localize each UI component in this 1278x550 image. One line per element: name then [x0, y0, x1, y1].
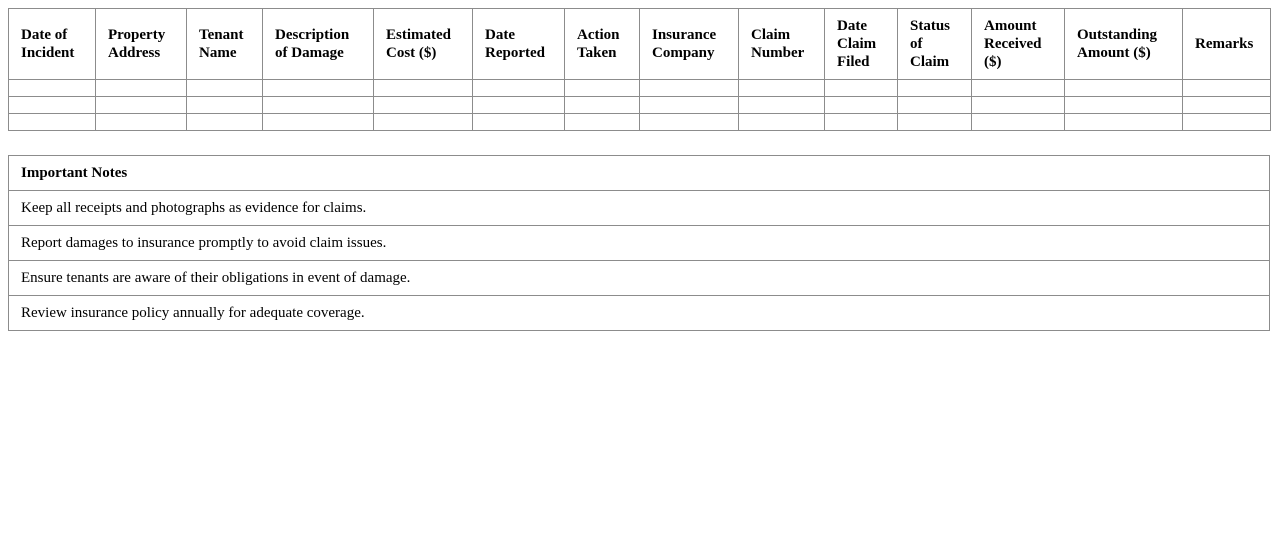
table-cell — [95, 96, 187, 114]
column-header: Estimated Cost ($) — [373, 8, 473, 80]
notes-table: Important Notes Keep all receipts and ph… — [8, 155, 1270, 331]
table-cell — [472, 113, 565, 131]
note-item: Ensure tenants are aware of their obliga… — [8, 260, 1270, 296]
table-cell — [8, 96, 96, 114]
table-cell — [1182, 79, 1271, 97]
table-cell — [186, 113, 263, 131]
table-cell — [472, 96, 565, 114]
column-header: Remarks — [1182, 8, 1271, 80]
table-cell — [373, 79, 473, 97]
column-header: Tenant Name — [186, 8, 263, 80]
table-row — [8, 113, 1271, 131]
table-cell — [95, 79, 187, 97]
table-cell — [472, 79, 565, 97]
note-item: Report damages to insurance promptly to … — [8, 225, 1270, 261]
table-cell — [639, 113, 739, 131]
column-header: Outstanding Amount ($) — [1064, 8, 1183, 80]
table-row — [8, 96, 1271, 114]
note-row: Review insurance policy annually for ade… — [8, 295, 1270, 331]
table-cell — [971, 113, 1065, 131]
column-header: Description of Damage — [262, 8, 374, 80]
table-cell — [897, 113, 972, 131]
table-cell — [971, 79, 1065, 97]
table-cell — [8, 79, 96, 97]
table-cell — [1064, 113, 1183, 131]
column-header: Property Address — [95, 8, 187, 80]
table-cell — [639, 96, 739, 114]
column-header: Amount Received ($) — [971, 8, 1065, 80]
table-cell — [824, 96, 898, 114]
note-row: Report damages to insurance promptly to … — [8, 225, 1270, 261]
notes-title: Important Notes — [8, 155, 1270, 191]
table-cell — [8, 113, 96, 131]
column-header: Action Taken — [564, 8, 640, 80]
table-cell — [564, 113, 640, 131]
note-item: Review insurance policy annually for ade… — [8, 295, 1270, 331]
note-row: Keep all receipts and photographs as evi… — [8, 190, 1270, 226]
table-cell — [262, 79, 374, 97]
table-row — [8, 79, 1271, 97]
table-cell — [262, 96, 374, 114]
table-cell — [1064, 96, 1183, 114]
notes-header-row: Important Notes — [8, 155, 1270, 191]
table-cell — [971, 96, 1065, 114]
header-row: Date of Incident Property Address Tenant N… — [8, 8, 1271, 80]
table-cell — [186, 96, 263, 114]
table-cell — [897, 96, 972, 114]
column-header: Date of Incident — [8, 8, 96, 80]
column-header: Date Claim Filed — [824, 8, 898, 80]
table-cell — [564, 96, 640, 114]
table-cell — [738, 79, 825, 97]
table-cell — [373, 113, 473, 131]
table-cell — [639, 79, 739, 97]
note-row: Ensure tenants are aware of their obliga… — [8, 260, 1270, 296]
table-cell — [897, 79, 972, 97]
table-cell — [1182, 96, 1271, 114]
table-cell — [95, 113, 187, 131]
table-cell — [1182, 113, 1271, 131]
table-cell — [824, 113, 898, 131]
table-cell — [1064, 79, 1183, 97]
column-header: Date Reported — [472, 8, 565, 80]
claims-table: Date of Incident Property Address Tenant N… — [8, 8, 1271, 131]
table-cell — [738, 96, 825, 114]
table-cell — [564, 79, 640, 97]
column-header: Insurance Company — [639, 8, 739, 80]
column-header: Status of Claim — [897, 8, 972, 80]
column-header: Claim Number — [738, 8, 825, 80]
table-cell — [186, 79, 263, 97]
table-cell — [824, 79, 898, 97]
note-item: Keep all receipts and photographs as evi… — [8, 190, 1270, 226]
table-cell — [373, 96, 473, 114]
table-cell — [738, 113, 825, 131]
table-cell — [262, 113, 374, 131]
